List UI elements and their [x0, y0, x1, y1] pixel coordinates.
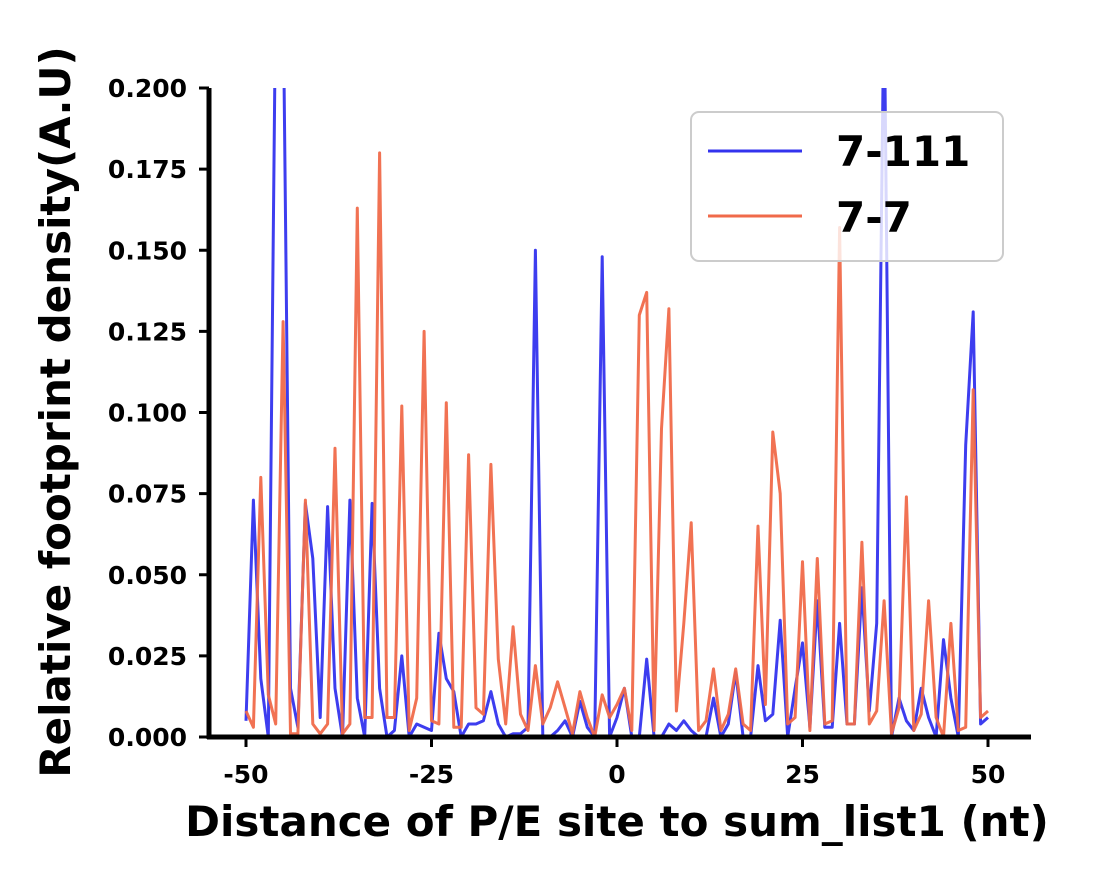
y-tick-label: 0.125 — [108, 317, 187, 346]
legend-label-7-7: 7-7 — [836, 193, 912, 242]
x-tick-label: -25 — [409, 760, 454, 789]
y-tick-label: 0.100 — [108, 399, 187, 428]
y-axis-title: Relative footprint density(A.U) — [31, 46, 80, 777]
x-tick-label: 25 — [785, 760, 820, 789]
y-tick-label: 0.025 — [108, 642, 187, 671]
series-line-7-111 — [244, 88, 989, 738]
x-tick-label: -50 — [223, 760, 268, 789]
series-line-7-7 — [244, 151, 989, 738]
y-tick-label: 0.150 — [108, 236, 187, 265]
y-tick-label: 0.000 — [108, 723, 187, 752]
y-tick-label: 0.200 — [108, 74, 187, 103]
legend: 7-111 7-7 — [690, 111, 1004, 262]
x-tick-label: 0 — [608, 760, 625, 789]
y-tick-label: 0.050 — [108, 561, 187, 590]
y-tick-label: 0.175 — [108, 155, 187, 184]
legend-label-7-111: 7-111 — [836, 127, 970, 176]
legend-box — [690, 111, 1004, 262]
y-tick-label: 0.075 — [108, 480, 187, 509]
x-axis-title: Distance of P/E site to sum_list1 (nt) — [185, 797, 1049, 846]
x-tick-label: 50 — [971, 760, 1006, 789]
